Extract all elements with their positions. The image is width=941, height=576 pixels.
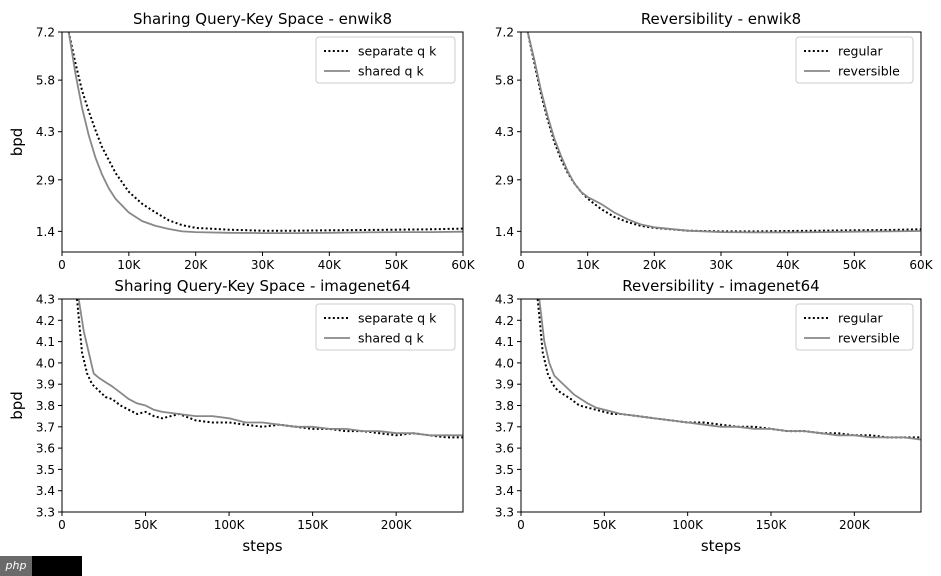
chart-panel-1: Sharing Query-Key Space - enwik8 0 10K 20K 3… [8,10,476,272]
y-tick-label: 5.8 [495,74,514,88]
x-axis-label: steps [242,537,282,555]
legend: regular reversible [795,36,914,84]
y-tick-label: 7.2 [36,26,55,40]
chart-panel-2: Reversibility - enwik8 0 10K 20K 30K 40K 50K 60… [495,10,934,272]
x-tick-label: 20K [184,258,208,272]
x-tick-label: 150K [297,518,329,532]
y-tick-label: 3.3 [36,506,55,520]
x-tick-label: 200K [381,518,413,532]
y-tick-label: 1.4 [495,225,514,239]
x-tick-label: 0 [58,518,66,532]
legend-label-2: shared q k [358,331,424,346]
x-tick-label: 40K [776,258,800,272]
legend-label-2: reversible [838,331,900,346]
legend-label-1: separate q k [358,44,437,59]
legend-box [315,36,456,84]
y-tick-label: 4.1 [495,335,514,349]
y-tick-label: 3.9 [495,378,514,392]
x-tick-label: 50K [843,258,867,272]
series-line-1 [67,32,463,232]
y-tick-label: 4.3 [495,293,514,307]
y-tick-label: 3.8 [36,399,55,413]
legend-label-2: reversible [838,64,900,79]
watermark-logo: php [0,556,32,576]
x-axis-label: steps [701,537,741,555]
series-line-2 [77,299,463,437]
y-tick-label: 1.4 [36,225,55,239]
x-tick-label: 40K [318,258,342,272]
legend: regular reversible [795,303,914,351]
series-line-2 [526,32,921,234]
series-line-1 [526,32,921,233]
y-tick-label: 3.5 [36,463,55,477]
y-tick-label: 7.2 [495,26,514,40]
legend-label-1: separate q k [358,311,437,326]
series-line-1 [76,299,463,439]
legend-label-1: regular [838,44,884,59]
chart-title: Reversibility - imagenet64 [622,277,819,295]
x-tick-label: 60K [909,258,933,272]
y-tick-label: 3.5 [495,463,514,477]
x-tick-label: 20K [643,258,667,272]
y-tick-label: 3.4 [495,484,514,498]
y-tick-label: 3.8 [495,399,514,413]
y-tick-label: 3.6 [36,442,55,456]
legend-label-2: shared q k [358,64,424,79]
x-tick-label: 150K [756,518,788,532]
x-tick-label: 200K [839,518,871,532]
x-tick-label: 10K [117,258,141,272]
y-tick-label: 4.2 [495,314,514,328]
x-tick-label: 30K [251,258,275,272]
legend-label-1: regular [838,311,884,326]
legend: separate q k shared q k [315,303,456,351]
chart-panel-4: Reversibility - imagenet64 0 50K 100K 150K 20… [495,277,922,555]
y-tick-label: 3.7 [36,420,55,434]
x-tick-label: 60K [451,258,475,272]
y-tick-label: 4.3 [36,293,55,307]
y-tick-label: 3.3 [495,506,514,520]
y-tick-label: 2.9 [495,173,514,187]
x-tick-label: 0 [58,258,66,272]
chart-title: Sharing Query-Key Space - enwik8 [133,10,392,28]
y-tick-label: 3.9 [36,378,55,392]
x-tick-label: 0 [517,258,525,272]
x-tick-label: 100K [214,518,246,532]
y-tick-label: 3.4 [36,484,55,498]
legend: separate q k shared q k [315,36,456,84]
y-tick-label: 4.0 [495,356,514,370]
x-tick-label: 50K [593,518,617,532]
series-line-2 [538,299,921,441]
y-axis-label: bpd [8,391,26,420]
watermark: php [0,556,82,576]
y-tick-label: 4.1 [36,335,55,349]
series-line-2 [67,32,463,235]
x-tick-label: 10K [576,258,600,272]
y-tick-label: 5.8 [36,74,55,88]
y-axis-label: bpd [8,128,26,157]
y-tick-label: 2.9 [36,173,55,187]
x-tick-label: 50K [134,518,158,532]
y-tick-label: 4.3 [495,125,514,139]
x-tick-label: 100K [672,518,704,532]
y-tick-label: 3.7 [495,420,514,434]
chart-title: Reversibility - enwik8 [641,10,801,28]
y-tick-label: 4.0 [36,356,55,370]
y-tick-label: 4.2 [36,314,55,328]
y-tick-label: 3.6 [495,442,514,456]
legend-box [315,303,456,351]
y-tick-label: 4.3 [36,125,55,139]
x-tick-label: 0 [517,518,525,532]
x-tick-label: 30K [709,258,733,272]
chart-title: Sharing Query-Key Space - imagenet64 [114,277,410,295]
series-line-1 [536,299,921,439]
chart-panel-3: Sharing Query-Key Space - imagenet64 0 50K… [8,277,464,555]
x-tick-label: 50K [385,258,409,272]
